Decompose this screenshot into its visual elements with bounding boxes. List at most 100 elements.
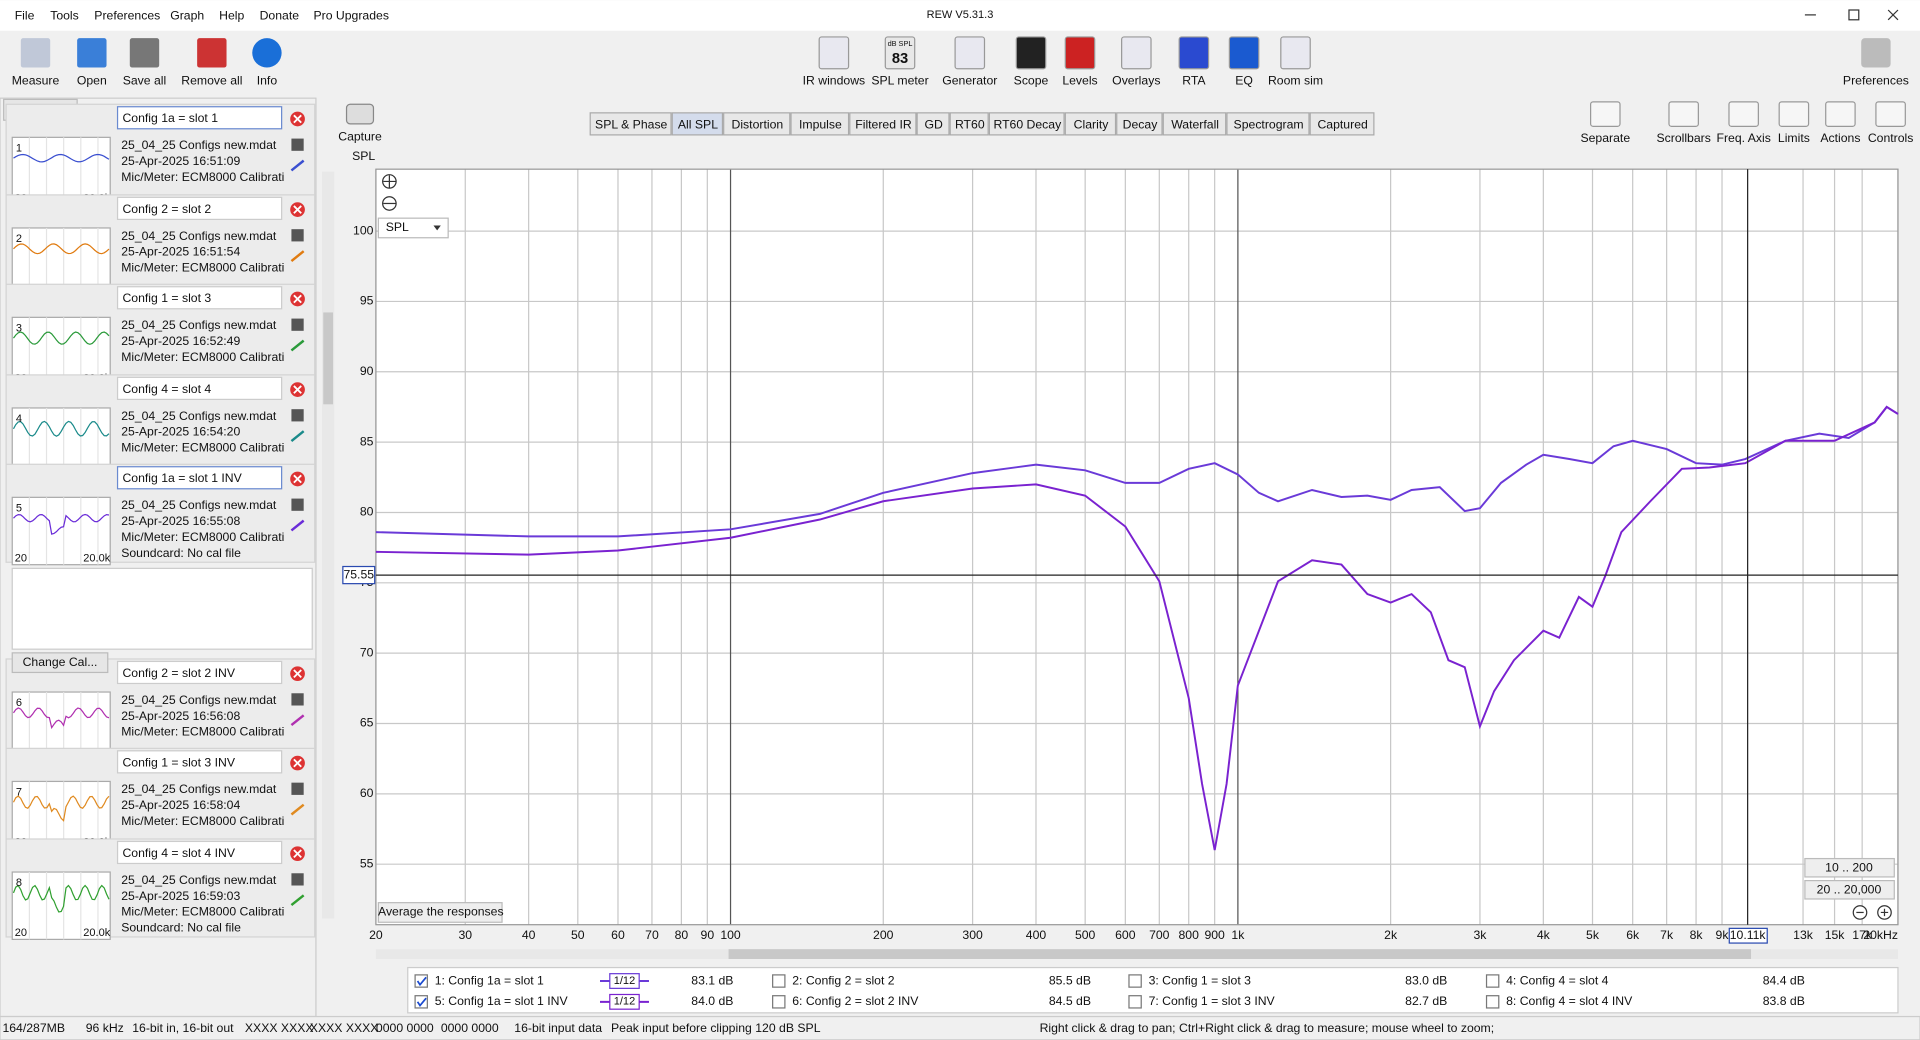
legend-name[interactable]: 7: Config 1 = slot 3 INV (1149, 994, 1276, 1008)
legend-checkbox[interactable] (1128, 995, 1142, 1009)
capture-icon[interactable] (345, 103, 375, 125)
measurement-name[interactable]: Config 4 = slot 4 INV (122, 846, 235, 860)
graph-tab-label[interactable]: Filtered IR (855, 117, 912, 131)
average-label[interactable]: Average the responses (378, 905, 504, 919)
graph-tab[interactable] (1226, 112, 1310, 136)
tool-icon[interactable] (1590, 101, 1621, 127)
h-scrollbar-thumb[interactable] (728, 949, 1752, 959)
chart-icon[interactable] (291, 318, 304, 331)
graph-tab-label[interactable]: Impulse (799, 117, 842, 131)
toolbar-icon[interactable] (20, 38, 51, 68)
thumbnail[interactable] (11, 316, 111, 386)
graph-tab-label[interactable]: Decay (1123, 117, 1159, 131)
measurement-name[interactable]: Config 1a = slot 1 (122, 111, 218, 125)
toolbar-icon[interactable] (129, 38, 160, 68)
name-box[interactable] (116, 840, 283, 865)
graph-tab-label[interactable]: Spectrogram (1234, 117, 1304, 131)
tool-label[interactable]: Limits (1778, 131, 1810, 145)
graph-tab[interactable] (916, 112, 950, 136)
name-box[interactable] (116, 466, 283, 490)
toolbar-label[interactable]: RTA (1182, 73, 1206, 87)
legend-checkbox[interactable] (1485, 995, 1500, 1009)
legend-checkbox[interactable] (1485, 974, 1500, 988)
smoothing-box[interactable] (609, 993, 640, 1010)
legend-name[interactable]: 4: Config 4 = slot 4 (1506, 973, 1609, 987)
scrollbar-thumb[interactable] (323, 312, 334, 405)
tool-icon[interactable] (1875, 101, 1906, 127)
chart-icon[interactable] (291, 693, 304, 706)
name-box[interactable] (116, 376, 283, 401)
tool-label[interactable]: Actions (1820, 131, 1860, 145)
graph-tab-label[interactable]: SPL & Phase (595, 117, 668, 131)
chart-icon[interactable] (291, 873, 304, 886)
legend-checkbox[interactable] (414, 974, 428, 988)
graph-tab[interactable] (1116, 112, 1163, 136)
name-box[interactable] (116, 196, 283, 220)
thumbnail[interactable] (11, 871, 111, 941)
smoothing-label[interactable]: 1/12 (614, 996, 635, 1008)
chart-icon[interactable] (291, 229, 304, 242)
thumbnail[interactable] (11, 136, 111, 206)
tool-label[interactable]: Controls (1868, 131, 1914, 145)
toolbar-label[interactable]: Generator (942, 73, 997, 87)
graph-tab-label[interactable]: All SPL (678, 117, 718, 131)
toolbar-icon[interactable] (818, 36, 850, 70)
toolbar-label[interactable]: Remove all (181, 73, 242, 87)
toolbar-label[interactable]: Open (77, 73, 107, 87)
toolbar-label[interactable]: Scope (1014, 73, 1049, 87)
toolbar-icon[interactable] (252, 38, 282, 68)
selector-label[interactable]: SPL (386, 220, 409, 234)
chart-icon[interactable] (291, 409, 304, 422)
measurement-name[interactable]: Config 2 = slot 2 INV (122, 666, 235, 680)
color-icon[interactable] (290, 714, 305, 727)
range-label[interactable]: 10 .. 200 (1825, 861, 1873, 875)
graph-tab[interactable] (671, 112, 724, 136)
legend-name[interactable]: 2: Config 2 = slot 2 (792, 973, 895, 987)
tool-label[interactable]: Scrollbars (1656, 131, 1710, 145)
graph-tab[interactable] (849, 112, 917, 136)
graph-tab-label[interactable]: Distortion (732, 117, 784, 131)
toolbar-label[interactable]: EQ (1235, 73, 1253, 87)
legend-checkbox[interactable] (772, 995, 786, 1009)
color-icon[interactable] (290, 894, 305, 907)
measurement-name[interactable]: Config 2 = slot 2 (122, 202, 211, 216)
chart-icon[interactable] (291, 498, 304, 511)
toolbar-label[interactable]: Measure (12, 73, 60, 87)
color-icon[interactable] (290, 519, 305, 532)
tool-icon[interactable] (1668, 101, 1699, 127)
chart-icon[interactable] (291, 138, 304, 151)
graph-tab-label[interactable]: RT60 (955, 117, 985, 131)
tool-label[interactable]: Freq. Axis (1716, 131, 1770, 145)
name-box[interactable] (116, 106, 283, 130)
measurement-name[interactable]: Config 4 = slot 4 (122, 382, 211, 396)
color-icon[interactable] (290, 430, 305, 442)
legend-name[interactable]: 5: Config 1a = slot 1 INV (435, 994, 569, 1008)
graph-tab[interactable] (1162, 112, 1227, 136)
toolbar-icon[interactable] (197, 38, 227, 68)
toolbar-label[interactable]: Info (257, 73, 278, 87)
color-icon[interactable] (290, 159, 305, 172)
menu-item[interactable]: Preferences (94, 8, 160, 22)
toolbar-icon[interactable] (1015, 36, 1047, 70)
menu-item[interactable]: Tools (50, 8, 79, 22)
chart-icon[interactable] (291, 782, 304, 795)
smoothing-box[interactable] (609, 973, 640, 989)
tool-icon[interactable] (1728, 101, 1759, 127)
smoothing-label[interactable]: 1/12 (614, 975, 635, 987)
legend-name[interactable]: 6: Config 2 = slot 2 INV (792, 994, 919, 1008)
legend-name[interactable]: 1: Config 1a = slot 1 (435, 973, 544, 987)
thumbnail[interactable] (11, 496, 111, 566)
graph-tab[interactable] (790, 112, 850, 136)
legend-checkbox[interactable] (772, 974, 786, 988)
menu-item[interactable]: Graph (170, 8, 204, 22)
graph-tab-label[interactable]: Waterfall (1171, 117, 1219, 131)
legend-checkbox[interactable] (1128, 974, 1142, 988)
toolbar-label[interactable]: Preferences (1843, 73, 1909, 87)
color-icon[interactable] (290, 803, 305, 816)
change-cal-label[interactable]: Change Cal... (23, 655, 98, 669)
menu-item[interactable]: Help (219, 8, 244, 22)
name-box[interactable] (116, 750, 283, 774)
toolbar-label[interactable]: SPL meter (871, 73, 928, 87)
toolbar-icon[interactable] (1064, 36, 1096, 70)
menu-item[interactable]: Pro Upgrades (313, 8, 389, 22)
